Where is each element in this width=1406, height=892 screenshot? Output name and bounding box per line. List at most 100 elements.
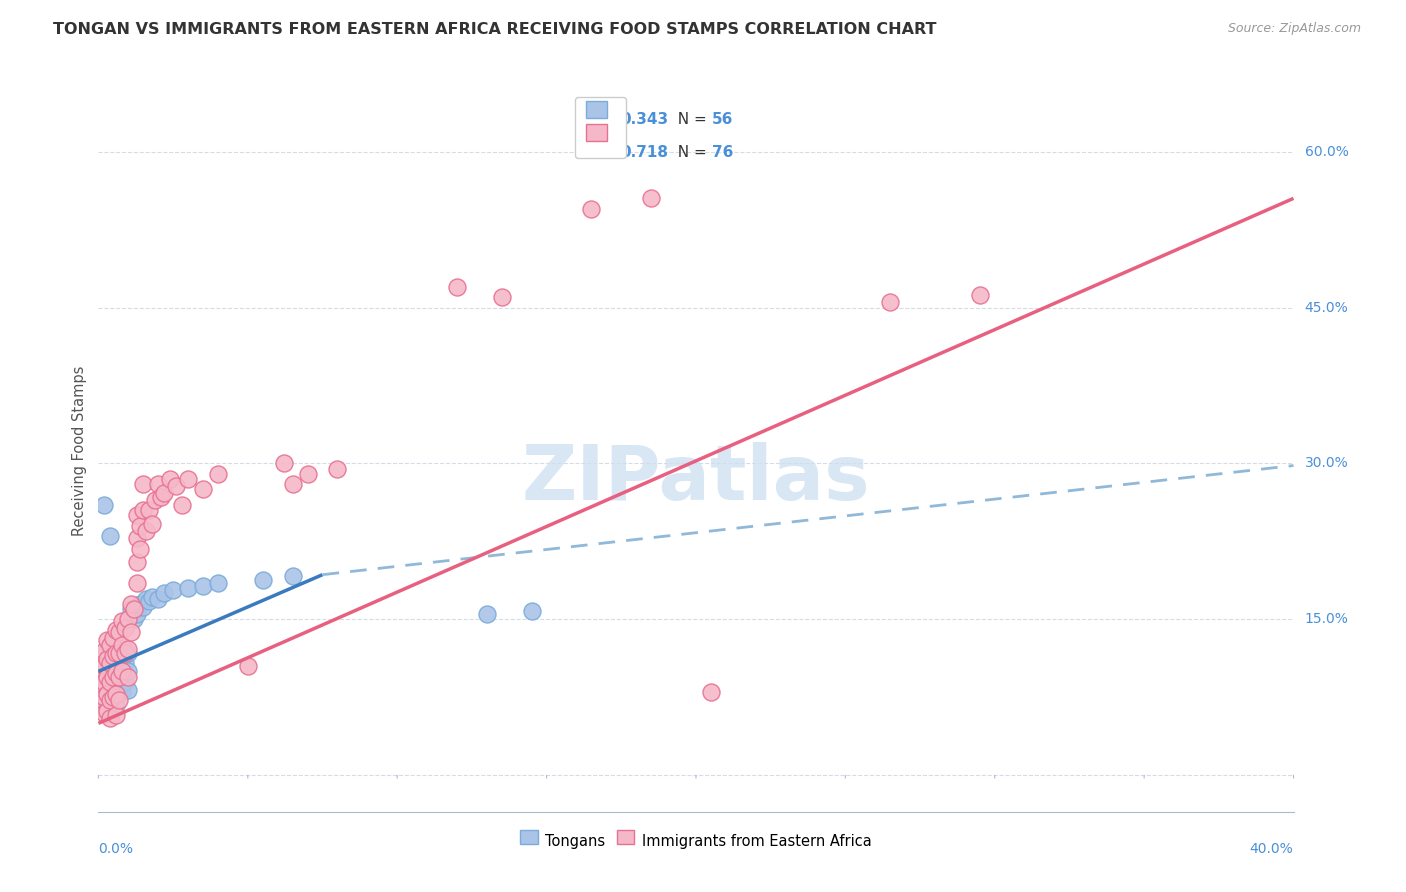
Point: [98, 665, 122, 679]
Point: [103, 690, 125, 705]
Point: [153, 485, 176, 500]
Point: [98, 693, 122, 707]
Point: [98, 639, 122, 653]
Point: [93, 674, 115, 689]
Point: [124, 602, 146, 616]
Point: [103, 648, 125, 663]
Point: [700, 685, 723, 699]
Point: [159, 472, 181, 486]
Point: [96, 633, 118, 648]
Point: [111, 665, 134, 679]
Point: [111, 669, 134, 683]
Point: [114, 674, 136, 689]
Point: [281, 477, 304, 491]
Point: [132, 599, 155, 614]
Point: [172, 498, 194, 512]
Point: [93, 696, 115, 710]
Legend: Tongans, Immigrants from Eastern Africa: Tongans, Immigrants from Eastern Africa: [515, 829, 877, 855]
Point: [127, 576, 149, 591]
Text: 56: 56: [711, 112, 733, 127]
Point: [105, 654, 128, 668]
Point: [93, 659, 115, 673]
Point: [105, 698, 128, 712]
Point: [141, 516, 163, 531]
Point: [111, 639, 134, 653]
Point: [93, 669, 115, 683]
Point: [114, 621, 136, 635]
Point: [165, 479, 187, 493]
Point: [446, 279, 468, 293]
Point: [96, 687, 118, 701]
Point: [120, 624, 142, 639]
Text: 76: 76: [711, 145, 733, 161]
Point: [120, 602, 142, 616]
Text: 45.0%: 45.0%: [1305, 301, 1348, 315]
Text: 0.343: 0.343: [620, 112, 669, 127]
Point: [114, 656, 136, 670]
Point: [105, 708, 128, 723]
Point: [108, 624, 131, 639]
Point: [162, 583, 184, 598]
Point: [90, 690, 112, 705]
Text: N =: N =: [668, 112, 711, 127]
Text: 30.0%: 30.0%: [1305, 457, 1348, 470]
Point: [117, 646, 139, 660]
Point: [90, 669, 112, 683]
Point: [98, 711, 122, 725]
Point: [273, 457, 295, 471]
Text: TONGAN VS IMMIGRANTS FROM EASTERN AFRICA RECEIVING FOOD STAMPS CORRELATION CHART: TONGAN VS IMMIGRANTS FROM EASTERN AFRICA…: [53, 22, 936, 37]
Point: [98, 693, 122, 707]
Point: [297, 467, 319, 481]
Text: 0.718: 0.718: [620, 145, 669, 161]
Point: [150, 490, 173, 504]
Point: [117, 665, 139, 679]
Point: [98, 680, 122, 694]
Text: 60.0%: 60.0%: [1305, 145, 1348, 159]
Text: ZIPatlas: ZIPatlas: [522, 442, 870, 516]
Point: [135, 524, 157, 538]
Point: [103, 665, 125, 679]
Point: [148, 477, 170, 491]
Point: [96, 706, 118, 720]
Point: [90, 696, 112, 710]
Point: [98, 529, 122, 543]
Point: [117, 641, 139, 656]
Point: [103, 680, 125, 694]
Point: [520, 604, 543, 618]
Point: [138, 593, 160, 607]
Point: [96, 652, 118, 666]
Point: [103, 696, 125, 710]
Point: [90, 654, 112, 668]
Point: [177, 472, 200, 486]
Point: [105, 666, 128, 681]
Point: [207, 576, 229, 591]
Point: [120, 597, 142, 611]
Point: [127, 531, 149, 545]
Point: [96, 690, 118, 705]
Point: [879, 295, 901, 310]
Point: [640, 191, 662, 205]
Text: 0.0%: 0.0%: [98, 842, 134, 856]
Point: [105, 683, 128, 698]
Point: [132, 477, 155, 491]
Point: [103, 631, 125, 645]
Point: [111, 615, 134, 629]
Point: [132, 503, 155, 517]
Point: [191, 483, 214, 497]
Point: [581, 202, 603, 216]
Point: [141, 590, 163, 604]
Point: [105, 623, 128, 637]
Point: [90, 680, 112, 694]
Point: [191, 579, 214, 593]
Point: [96, 669, 118, 683]
Point: [177, 581, 200, 595]
Point: [114, 646, 136, 660]
Point: [117, 669, 139, 683]
Point: [108, 680, 131, 694]
Point: [127, 607, 149, 622]
Point: [93, 690, 115, 705]
Point: [90, 700, 112, 714]
Point: [252, 573, 274, 587]
Point: [491, 290, 513, 304]
Point: [105, 646, 128, 660]
